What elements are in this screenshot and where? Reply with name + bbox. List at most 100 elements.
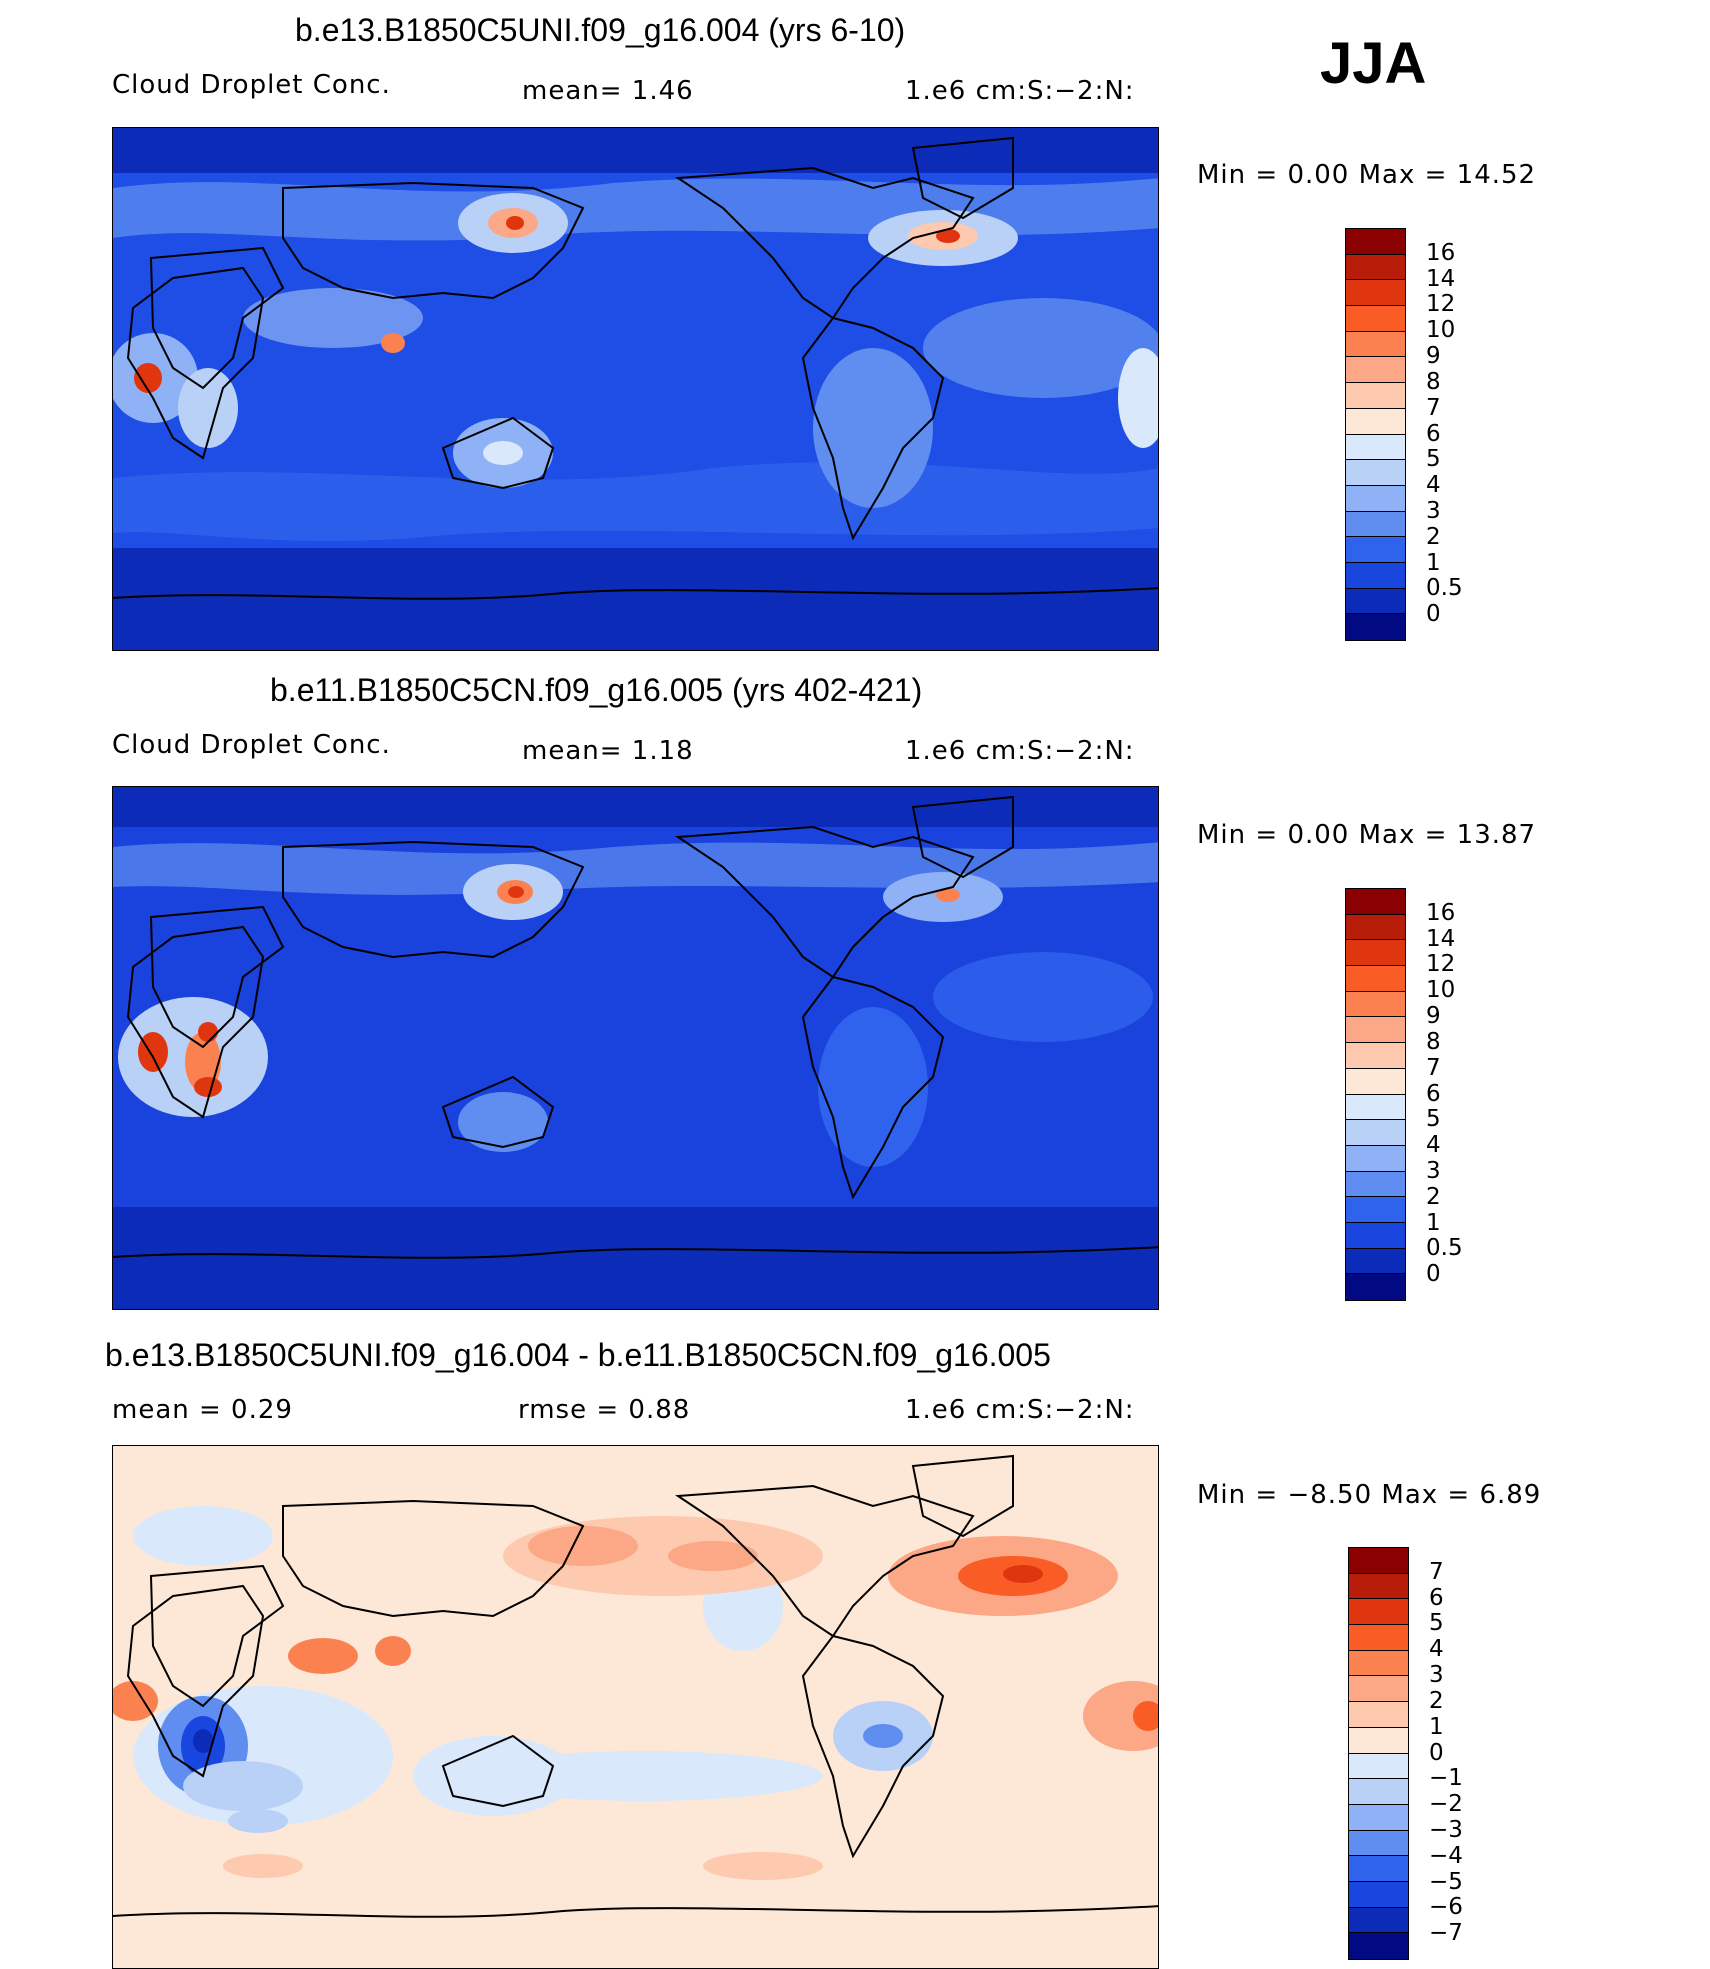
colorbar-tick-label: 9	[1426, 1003, 1441, 1030]
panel1-colorbar	[1345, 228, 1406, 641]
colorbar-segment	[1349, 1779, 1408, 1805]
colorbar-segment	[1346, 434, 1405, 461]
colorbar-tick-label: 10	[1426, 977, 1456, 1004]
colorbar-segment	[1346, 1274, 1405, 1300]
panel3-rmse-label: rmse = 0.88	[518, 1395, 691, 1425]
colorbar-segment	[1346, 1171, 1405, 1198]
colorbar-segment	[1346, 1043, 1405, 1069]
colorbar-tick-label: −4	[1429, 1842, 1463, 1869]
panel2-variable-label: Cloud Droplet Conc.	[112, 730, 391, 760]
colorbar-segment	[1349, 1702, 1408, 1728]
colorbar-segment	[1346, 306, 1405, 332]
panel2-colorbar	[1345, 888, 1406, 1301]
colorbar-tick-label: 7	[1429, 1558, 1444, 1585]
colorbar-segment	[1346, 1145, 1405, 1172]
colorbar-tick-label: −7	[1429, 1920, 1463, 1947]
colorbar-tick-label: 7	[1426, 1054, 1441, 1081]
colorbar-tick-label: 16	[1426, 239, 1456, 266]
colorbar-tick-label: −3	[1429, 1816, 1463, 1843]
colorbar-tick-label: 10	[1426, 317, 1456, 344]
colorbar-tick-label: 7	[1426, 394, 1441, 421]
colorbar-tick-label: 0	[1426, 601, 1441, 628]
colorbar-tick-label: 4	[1426, 472, 1441, 499]
colorbar-segment	[1349, 1548, 1408, 1574]
colorbar-tick-label: 5	[1429, 1610, 1444, 1637]
colorbar-segment	[1349, 1727, 1408, 1754]
colorbar-tick-label: 12	[1426, 291, 1456, 318]
colorbar-segment	[1346, 1068, 1405, 1095]
colorbar-tick-label: 3	[1426, 1157, 1441, 1184]
colorbar-tick-label: 1	[1429, 1713, 1444, 1740]
colorbar-tick-label: 14	[1426, 925, 1456, 952]
colorbar-segment	[1349, 1881, 1408, 1908]
colorbar-tick-label: −5	[1429, 1868, 1463, 1895]
colorbar-segment	[1346, 383, 1405, 409]
colorbar-segment	[1346, 1248, 1405, 1275]
panel3-minmax-label: Min = −8.50 Max = 6.89	[1197, 1480, 1542, 1510]
colorbar-segment	[1349, 1856, 1408, 1882]
colorbar-segment	[1346, 537, 1405, 563]
colorbar-tick-label: 3	[1426, 497, 1441, 524]
colorbar-segment	[1346, 1094, 1405, 1121]
panel2-mean-label: mean= 1.18	[522, 736, 694, 766]
colorbar-segment	[1346, 614, 1405, 640]
panel1-minmax-label: Min = 0.00 Max = 14.52	[1197, 160, 1537, 190]
colorbar-tick-label: 0.5	[1426, 1235, 1463, 1262]
colorbar-tick-label: −1	[1429, 1765, 1463, 1792]
colorbar-segment	[1349, 1676, 1408, 1703]
colorbar-tick-label: 5	[1426, 446, 1441, 473]
panel3-units-label: 1.e6 cm:S:−2:N:	[905, 1395, 1135, 1425]
panel3-map-field	[113, 1446, 1158, 1968]
colorbar-segment	[1346, 588, 1405, 615]
colorbar-tick-label: −6	[1429, 1894, 1463, 1921]
colorbar-tick-label: 0	[1426, 1261, 1441, 1288]
colorbar-tick-label: 2	[1426, 523, 1441, 550]
panel1-map	[112, 127, 1159, 651]
colorbar-tick-label: 9	[1426, 343, 1441, 370]
panel2-map	[112, 786, 1159, 1310]
colorbar-segment	[1349, 1933, 1408, 1959]
colorbar-segment	[1346, 562, 1405, 589]
panel1-map-field	[113, 128, 1158, 650]
colorbar-segment	[1346, 511, 1405, 538]
panel2-minmax-label: Min = 0.00 Max = 13.87	[1197, 820, 1537, 850]
colorbar-tick-label: −2	[1429, 1791, 1463, 1818]
colorbar-tick-label: 8	[1426, 1028, 1441, 1055]
panel3-colorbar	[1348, 1547, 1409, 1960]
colorbar-segment	[1346, 280, 1405, 307]
colorbar-segment	[1346, 1120, 1405, 1146]
colorbar-segment	[1346, 889, 1405, 915]
colorbar-segment	[1349, 1650, 1408, 1677]
panel2-title: b.e11.B1850C5CN.f09_g16.005 (yrs 402-421…	[270, 672, 923, 708]
panel3-map	[112, 1445, 1159, 1969]
colorbar-tick-label: 8	[1426, 368, 1441, 395]
colorbar-segment	[1346, 485, 1405, 512]
colorbar-segment	[1346, 254, 1405, 281]
colorbar-tick-label: 12	[1426, 951, 1456, 978]
season-label: JJA	[1320, 31, 1427, 96]
colorbar-tick-label: 5	[1426, 1106, 1441, 1133]
colorbar-segment	[1346, 940, 1405, 967]
colorbar-tick-label: 4	[1429, 1636, 1444, 1663]
colorbar-tick-label: 1	[1426, 1209, 1441, 1236]
colorbar-segment	[1349, 1599, 1408, 1626]
colorbar-segment	[1346, 914, 1405, 941]
panel3-title: b.e13.B1850C5UNI.f09_g16.004 - b.e11.B18…	[105, 1337, 1051, 1373]
colorbar-tick-label: 3	[1429, 1662, 1444, 1689]
colorbar-segment	[1346, 1197, 1405, 1223]
colorbar-segment	[1346, 991, 1405, 1018]
colorbar-tick-label: 0.5	[1426, 575, 1463, 602]
colorbar-segment	[1349, 1625, 1408, 1651]
colorbar-tick-label: 2	[1426, 1183, 1441, 1210]
colorbar-tick-label: 14	[1426, 265, 1456, 292]
colorbar-segment	[1349, 1753, 1408, 1780]
panel2-units-label: 1.e6 cm:S:−2:N:	[905, 736, 1135, 766]
colorbar-segment	[1346, 408, 1405, 435]
colorbar-segment	[1349, 1804, 1408, 1831]
panel1-title: b.e13.B1850C5UNI.f09_g16.004 (yrs 6-10)	[295, 12, 906, 48]
colorbar-segment	[1346, 966, 1405, 992]
colorbar-tick-label: 16	[1426, 899, 1456, 926]
colorbar-segment	[1349, 1830, 1408, 1857]
colorbar-segment	[1349, 1573, 1408, 1600]
colorbar-tick-label: 1	[1426, 549, 1441, 576]
